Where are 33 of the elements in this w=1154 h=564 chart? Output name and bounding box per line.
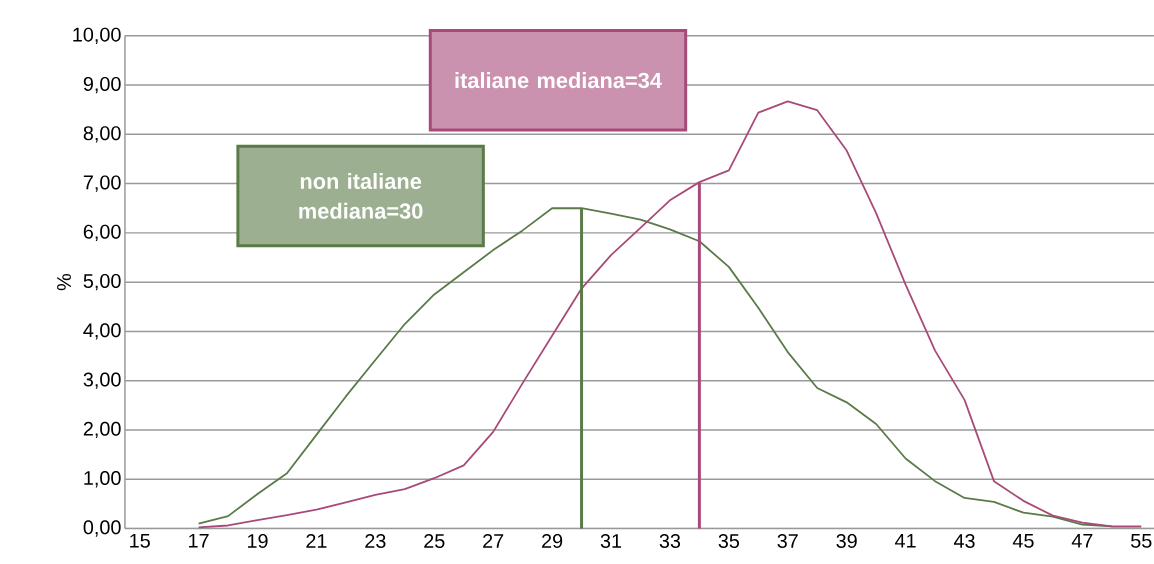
y-axis-title: %	[57, 273, 71, 291]
annotation: italiane mediana=34	[455, 71, 662, 89]
x-tick-label: 25	[424, 533, 445, 548]
x-tick-label: 19	[247, 533, 268, 548]
x-tick-label: 31	[600, 533, 622, 548]
y-tick-label: 2,00	[83, 421, 121, 438]
x-tick-label: 23	[365, 533, 386, 548]
annotation: non italiane mediana=30	[299, 172, 423, 219]
line-series	[197, 100, 1143, 529]
y-tick-label: 0,00	[83, 520, 121, 537]
y-tick-label: 8,00	[83, 126, 121, 143]
x-tick-label: 27	[483, 533, 504, 548]
x-tick-label: 21	[306, 533, 327, 548]
y-tick-label: 1,00	[84, 470, 121, 488]
x-tick-label: 37	[777, 533, 798, 548]
y-tick-label: 6,00	[83, 224, 121, 241]
y-tick-label: 3,00	[83, 372, 121, 389]
x-tick-label: 39	[836, 533, 857, 548]
x-tick-label: 17	[189, 533, 209, 548]
y-tick-label: 4,00	[83, 323, 121, 340]
y-tick-label: 9,00	[83, 76, 121, 94]
x-tick-label: 15	[130, 533, 150, 548]
x-tick-label: 33	[659, 533, 681, 548]
x-tick-label: 41	[895, 533, 916, 548]
y-tick-label: 7,00	[83, 175, 121, 192]
x-tick-label: 55	[1131, 533, 1152, 548]
x-tick-label: 47	[1071, 533, 1093, 548]
x-tick-label: 35	[718, 533, 740, 548]
x-tick-label: 29	[542, 533, 563, 548]
y-tick-label: 10,00	[73, 27, 121, 44]
y-tick-label: 5,00	[83, 273, 121, 291]
x-tick-label: 45	[1012, 533, 1034, 548]
x-tick-label: 43	[953, 533, 975, 548]
